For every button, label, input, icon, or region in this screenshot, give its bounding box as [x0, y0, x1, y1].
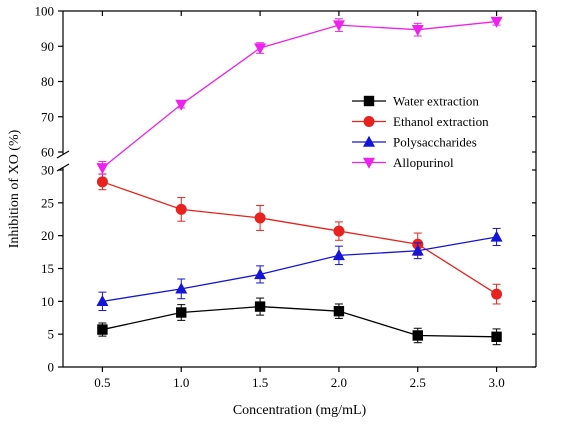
legend-item: Water extraction [352, 94, 479, 109]
y-tick-label: 20 [41, 228, 54, 243]
data-point [96, 295, 109, 307]
data-point [332, 20, 345, 32]
axis-break-mark [56, 150, 70, 159]
series-allopurinol [96, 16, 503, 175]
legend-label: Allopurinol [393, 155, 454, 170]
legend-label: Ethanol extraction [393, 114, 489, 129]
legend-marker [363, 95, 375, 107]
data-point [175, 282, 188, 294]
y-tick-label: 80 [41, 74, 54, 89]
y-tick-label: 5 [48, 327, 55, 342]
series-line [102, 305, 497, 338]
legend-marker [363, 135, 375, 147]
data-point [491, 331, 502, 342]
data-point [96, 176, 108, 188]
y-axis-title: Inhibition of XO (%) [7, 129, 22, 248]
y-tick-label: 70 [41, 109, 54, 124]
series-water-extraction [97, 297, 502, 346]
y-tick-label: 100 [35, 4, 55, 19]
data-point [411, 244, 424, 256]
data-point [97, 324, 108, 335]
y-tick-label: 0 [48, 360, 55, 375]
legend-label: Water extraction [393, 94, 479, 109]
series-ethanol-extraction [96, 173, 503, 305]
data-point [412, 330, 423, 341]
data-point [254, 301, 266, 312]
y-tick-label: 90 [41, 39, 54, 54]
data-point [490, 230, 503, 242]
legend-item: Allopurinol [352, 155, 454, 170]
axis-ticks: 0.5 1.0 1.5 2.0 2.5 3.0 0 5 10 15 20 25 30 60 70 80 90 10… [35, 4, 536, 390]
legend-marker [363, 157, 375, 169]
data-point [333, 305, 345, 317]
data-point [411, 24, 424, 36]
series-polysaccharides [96, 227, 503, 312]
data-point [254, 212, 266, 224]
x-axis-title: Concentration (mg/mL) [233, 403, 367, 418]
data-point [333, 225, 345, 237]
y-tick-label: 25 [41, 195, 54, 210]
series-line [102, 236, 497, 302]
data-point [254, 268, 267, 280]
x-tick-label: 1.0 [173, 375, 189, 390]
data-point [491, 288, 503, 300]
data-point [176, 307, 187, 318]
x-tick-label: 2.0 [331, 375, 347, 390]
data-point [96, 163, 109, 175]
y-tick-label: 60 [41, 145, 54, 160]
series-line [102, 20, 497, 169]
series-line [102, 181, 497, 295]
data-point [175, 203, 187, 215]
x-tick-label: 0.5 [94, 375, 110, 390]
y-tick-label: 30 [41, 163, 54, 178]
y-tick-label: 10 [41, 294, 54, 309]
data-point [332, 249, 345, 261]
data-point [175, 99, 188, 111]
legend-label: Polysaccharides [393, 135, 477, 150]
x-tick-label: 3.0 [488, 375, 504, 390]
legend-item: Ethanol extraction [352, 114, 489, 129]
data-point [254, 43, 267, 55]
x-tick-label: 1.5 [252, 375, 268, 390]
legend-marker [363, 116, 375, 127]
legend: Water extraction Ethanol extraction Polysa… [352, 94, 489, 170]
plot-frame [56, 10, 537, 368]
series-layer [96, 16, 503, 346]
y-tick-label: 15 [41, 261, 54, 276]
legend-item: Polysaccharides [352, 135, 477, 150]
x-tick-label: 2.5 [410, 375, 426, 390]
data-point [490, 16, 503, 28]
